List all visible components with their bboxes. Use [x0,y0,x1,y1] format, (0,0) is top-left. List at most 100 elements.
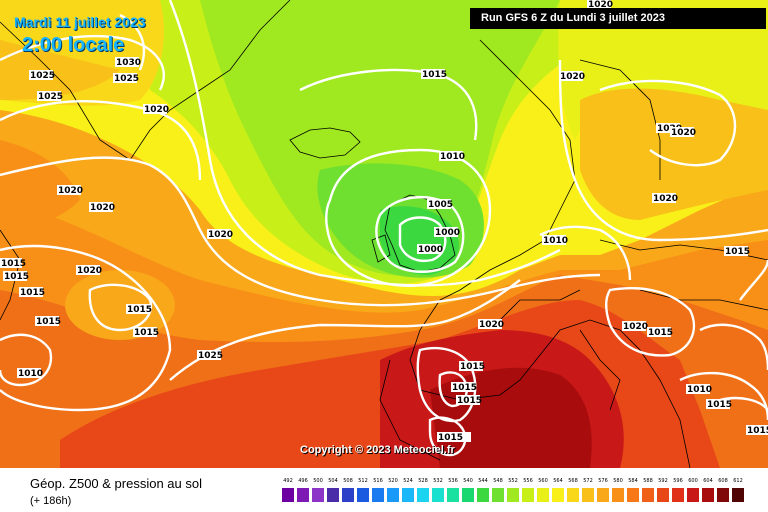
isobar-label: 1015 [35,316,61,327]
svg-text:1020: 1020 [144,105,169,115]
legend-label: 536 [448,478,458,484]
svg-text:1015: 1015 [707,400,732,410]
svg-text:1000: 1000 [435,228,460,238]
legend-swatch [462,488,474,502]
isobar-label: 1000 [434,227,460,238]
svg-text:1015: 1015 [4,272,29,282]
isobar-label: 1020 [652,193,678,204]
isobar-label: 1025 [37,91,63,102]
legend-label: 512 [358,478,368,484]
svg-text:1020: 1020 [588,0,613,10]
legend-swatch [282,488,294,502]
isobar-label: 1015 [459,361,485,372]
legend-label: 612 [733,478,743,484]
isobar-label: 1015 [421,69,447,80]
svg-text:1010: 1010 [440,152,465,162]
isobar-label: 1015 [746,425,768,436]
legend-label: 492 [283,478,293,484]
isobar-label: 1025 [113,73,139,84]
legend-label: 540 [463,478,473,484]
isobar-label: 1015 [647,327,673,338]
legend-label: 568 [568,478,578,484]
svg-text:1025: 1025 [38,92,63,102]
legend-swatch [582,488,594,502]
color-legend: 492 496 500 504 508 512 516 520 524 528 532 536 540 5… [282,478,750,508]
isobar-label: 1015 [19,287,45,298]
svg-text:1015: 1015 [747,426,768,436]
isobar-label: 1015 [451,382,477,393]
svg-text:1020: 1020 [671,128,696,138]
isobar-label: 1020 [587,0,613,10]
legend-label: 548 [493,478,503,484]
svg-text:1025: 1025 [114,74,139,84]
isobar-label: 1025 [197,350,223,361]
copyright-text: Copyright © 2023 Meteociel.fr [300,444,455,456]
legend-swatch [417,488,429,502]
legend-label: 576 [598,478,608,484]
legend-label: 516 [373,478,383,484]
legend-label: 500 [313,478,323,484]
isobar-label: 1010 [439,151,465,162]
legend-label: 596 [673,478,683,484]
forecast-date: Mardi 11 juillet 2023 [14,14,146,30]
legend-label: 560 [538,478,548,484]
map-title: Géop. Z500 & pression au sol [30,476,202,491]
legend-swatch [387,488,399,502]
svg-text:1015: 1015 [422,70,447,80]
svg-text:1020: 1020 [77,266,102,276]
legend-swatch [567,488,579,502]
legend-label: 504 [328,478,338,484]
legend-swatch [507,488,519,502]
legend-label: 608 [718,478,728,484]
svg-text:1015: 1015 [1,259,26,269]
svg-text:1025: 1025 [198,351,223,361]
isobar-label: 1020 [559,71,585,82]
weather-map[interactable]: 1030 1025 1025 1025 1020 1020 1020 1020 … [0,0,768,468]
isobar-label: 1020 [670,127,696,138]
isobar-label: 1015 [3,271,29,282]
svg-text:1030: 1030 [116,58,141,68]
legend-swatch [732,488,744,502]
legend-label: 588 [643,478,653,484]
svg-text:1020: 1020 [208,230,233,240]
isobar-label: 1025 [29,70,55,81]
isobar-label: 1010 [686,384,712,395]
isobar-label: 1020 [57,185,83,196]
isobar-label: 1020 [143,104,169,115]
svg-text:1015: 1015 [452,383,477,393]
legend-swatch [627,488,639,502]
isobar-label: 1000 [417,244,443,255]
legend-swatch [657,488,669,502]
legend-label: 564 [553,478,563,484]
legend-swatch [702,488,714,502]
svg-text:1020: 1020 [58,186,83,196]
svg-text:1010: 1010 [543,236,568,246]
legend-label: 580 [613,478,623,484]
svg-text:1020: 1020 [653,194,678,204]
legend-swatch [537,488,549,502]
svg-text:1015: 1015 [36,317,61,327]
isobar-label: 1030 [115,57,141,68]
map-footer: Géop. Z500 & pression au sol (+ 186h) 49… [0,468,768,512]
isobar-label: 1020 [76,265,102,276]
svg-text:1020: 1020 [657,124,682,134]
svg-text:1010: 1010 [18,369,43,379]
isobar-label: 1015 [133,327,159,338]
svg-text:1005: 1005 [428,200,453,210]
legend-swatch [642,488,654,502]
legend-swatch [717,488,729,502]
isobar-label: 1020 [207,229,233,240]
legend-swatch [312,488,324,502]
isobar-label: 1010 [17,368,43,379]
legend-label: 604 [703,478,713,484]
isobar-label: 1020 [656,123,682,134]
legend-swatch [402,488,414,502]
legend-swatch [552,488,564,502]
isobar-label: 1015 [456,395,482,406]
svg-text:1025: 1025 [30,71,55,81]
svg-text:1020: 1020 [560,72,585,82]
isobar-label: 1010 [542,235,568,246]
isobar-labels: 1030 1025 1025 1025 1020 1020 1020 1020 … [0,0,768,443]
legend-label: 552 [508,478,518,484]
